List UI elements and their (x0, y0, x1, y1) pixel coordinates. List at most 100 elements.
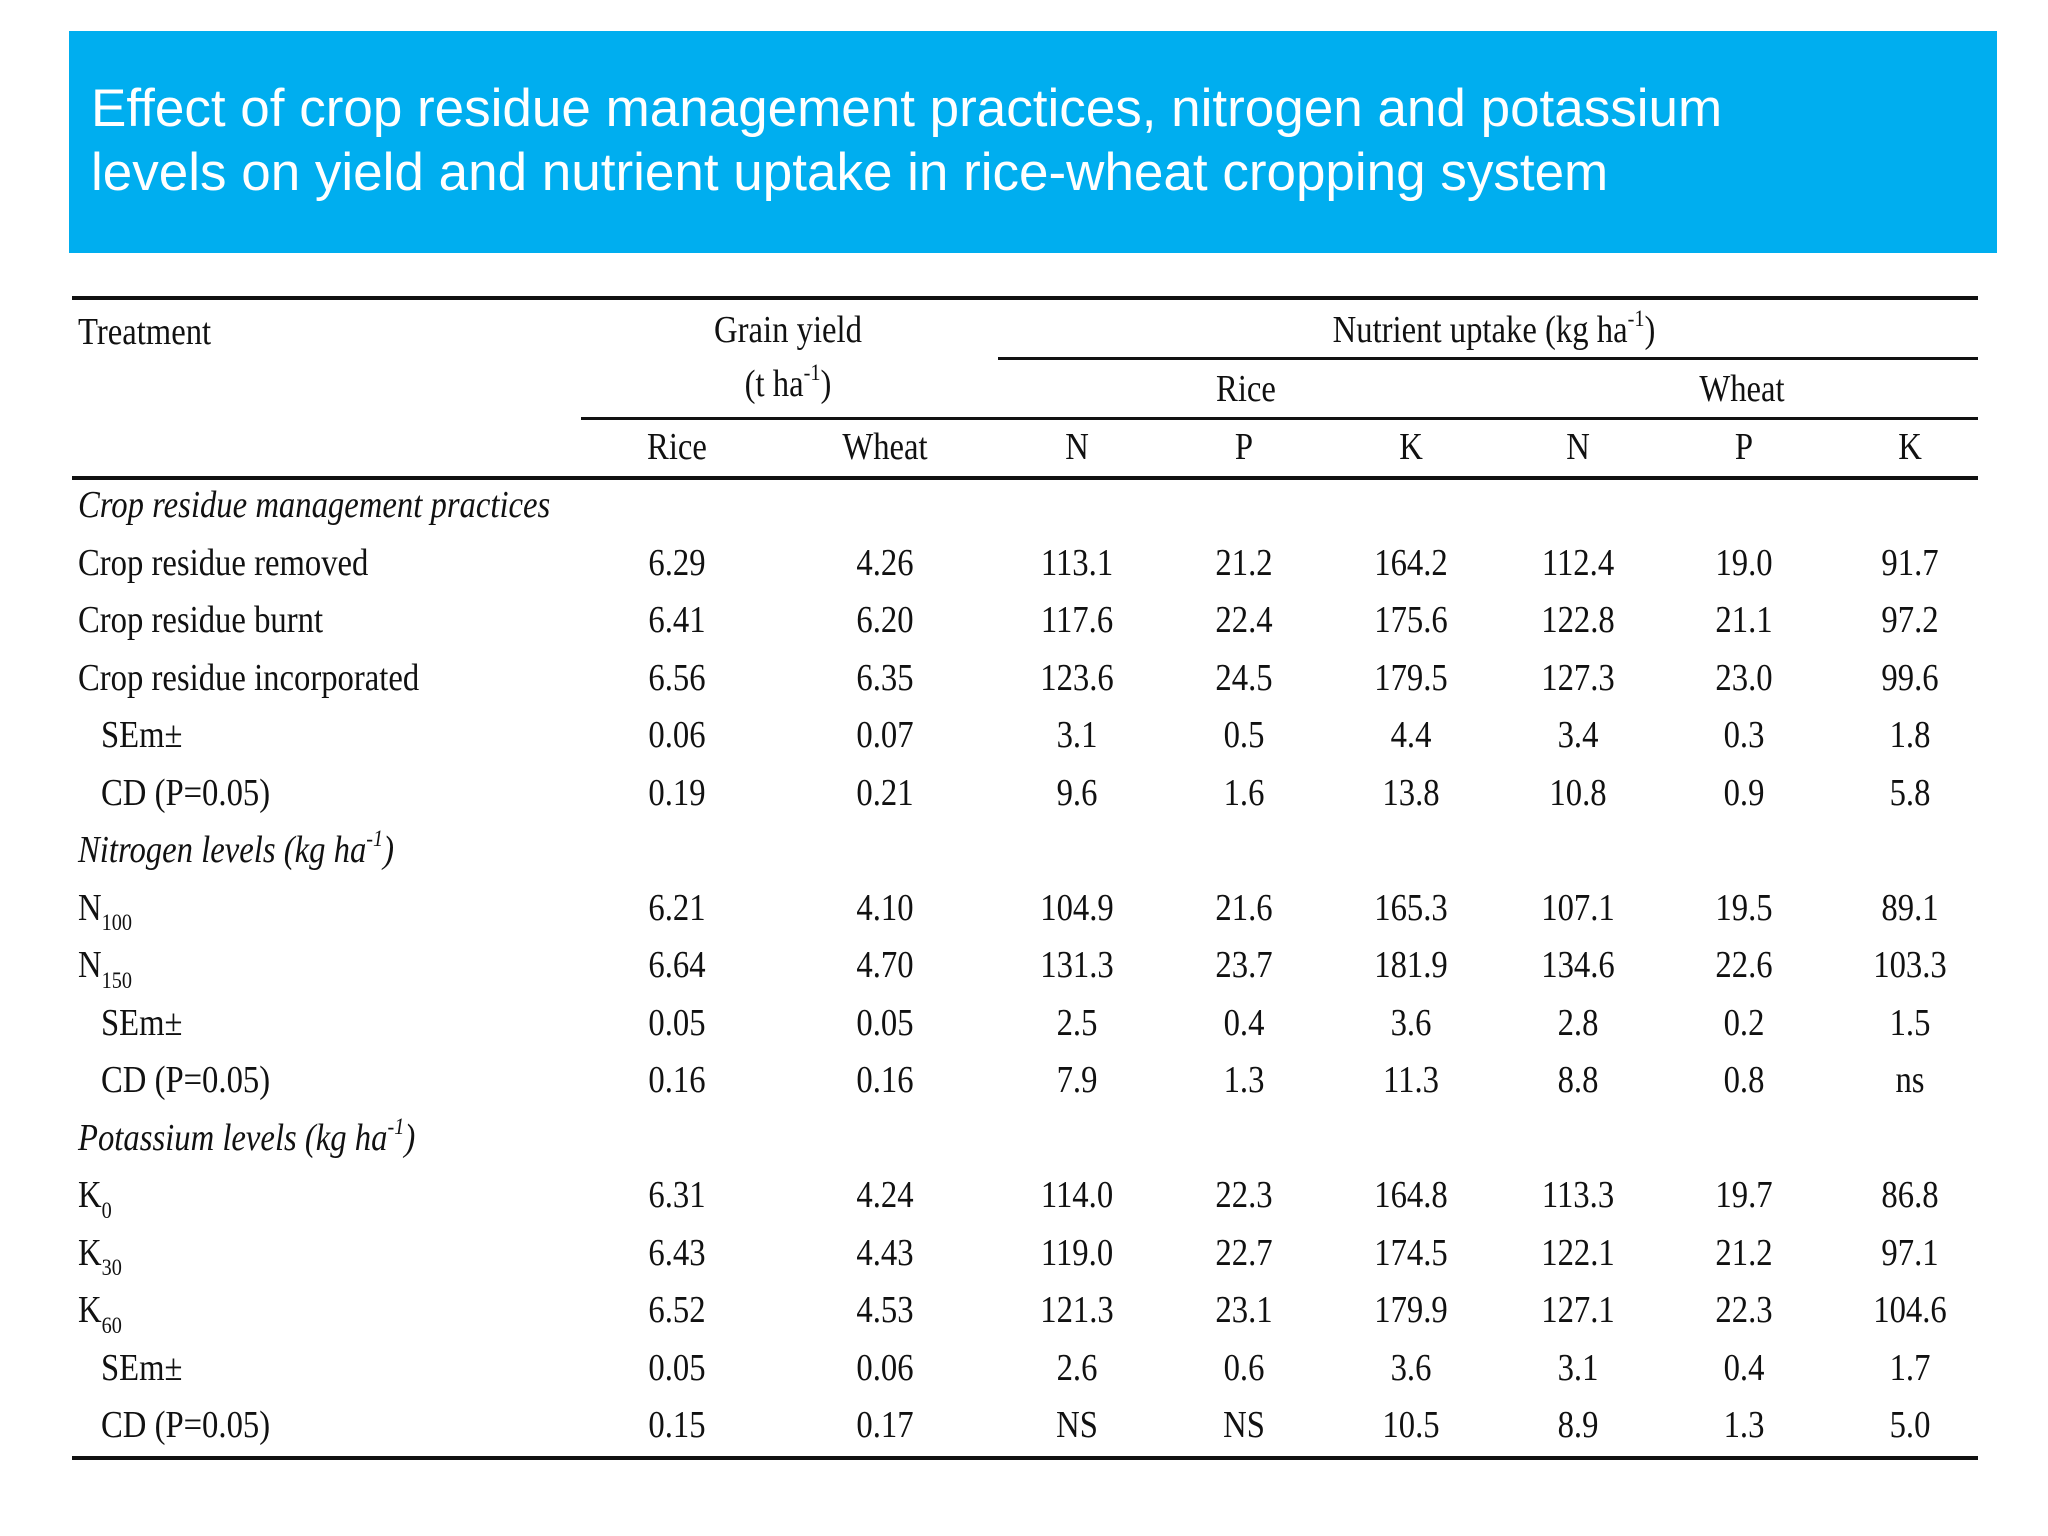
cell-wheat-k: 91.7 (1881, 541, 1939, 584)
cell-rice-p: 21.2 (1215, 541, 1273, 584)
cell-wheat-p: 21.1 (1715, 599, 1773, 641)
cell-wheat-n: 112.4 (1541, 541, 1615, 584)
cell-rice-n: 123.6 (1040, 656, 1114, 699)
cell-wheat-n: 127.1 (1541, 1289, 1615, 1331)
row-label: SEm± (101, 1346, 183, 1389)
cell-rice-k: 174.5 (1374, 1231, 1448, 1274)
cell-wheat-p: 0.2 (1723, 1001, 1765, 1044)
cell-rice-yield: 6.31 (648, 1174, 706, 1216)
cell-wheat-n: 8.9 (1557, 1404, 1599, 1446)
cell-wheat-yield: 4.24 (856, 1174, 914, 1216)
cell-rice-n: NS (1056, 1404, 1098, 1446)
cell-rice-p: 22.3 (1215, 1174, 1273, 1216)
cell-wheat-k: 97.1 (1881, 1231, 1939, 1274)
cell-wheat-k: 97.2 (1881, 599, 1939, 641)
nutrient-uptake-rule (998, 357, 1978, 360)
cell-wheat-p: 0.8 (1723, 1059, 1765, 1101)
cell-rice-yield: 0.06 (648, 714, 706, 756)
cell-wheat-p: 1.3 (1723, 1404, 1765, 1446)
row-label: Crop residue burnt (78, 599, 324, 641)
cell-rice-n: 121.3 (1040, 1289, 1114, 1331)
cell-wheat-p: 19.7 (1715, 1174, 1773, 1216)
cell-rice-k: 10.5 (1382, 1404, 1440, 1446)
cell-wheat-p: 0.4 (1723, 1346, 1765, 1389)
cell-wheat-n: 10.8 (1549, 771, 1607, 814)
cell-wheat-k: 1.8 (1889, 714, 1931, 756)
cell-rice-yield: 0.05 (648, 1346, 706, 1389)
header-bottom-rule (72, 476, 1978, 480)
cell-rice-k: 4.4 (1390, 714, 1432, 756)
cell-rice-p: 22.4 (1215, 599, 1273, 641)
cell-wheat-yield: 0.07 (856, 714, 914, 756)
cell-rice-p: 0.6 (1223, 1346, 1265, 1389)
row-label: Crop residue removed (78, 541, 369, 584)
cell-rice-yield: 0.15 (648, 1404, 706, 1446)
col-header-wheat-yield: Wheat (842, 426, 928, 468)
row-label: K60 (78, 1289, 122, 1339)
section-title: Nitrogen levels (kg ha-1) (78, 826, 395, 871)
cell-rice-k: 164.8 (1374, 1174, 1448, 1216)
column-header-rule (581, 417, 1978, 420)
cell-rice-n: 104.9 (1040, 886, 1114, 929)
col-header-wheat-n: N (1566, 426, 1590, 468)
cell-rice-k: 11.3 (1383, 1059, 1439, 1101)
slide-title-line-1: Effect of crop residue management practi… (91, 79, 1723, 138)
cell-rice-p: 0.5 (1223, 714, 1265, 756)
cell-wheat-k: 89.1 (1881, 886, 1939, 929)
cell-wheat-n: 107.1 (1541, 886, 1615, 929)
cell-wheat-p: 22.6 (1715, 944, 1773, 986)
cell-wheat-yield: 4.43 (856, 1231, 914, 1274)
row-label: SEm± (101, 1001, 183, 1044)
cell-rice-yield: 6.56 (648, 656, 706, 699)
cell-rice-k: 13.8 (1382, 771, 1440, 814)
cell-wheat-yield: 0.06 (856, 1346, 914, 1389)
row-label: K30 (78, 1231, 122, 1282)
cell-wheat-p: 19.5 (1715, 886, 1773, 929)
header-grain-yield: Grain yield (714, 309, 862, 351)
cell-rice-p: 1.6 (1223, 771, 1265, 814)
col-header-rice-k: K (1399, 426, 1423, 468)
cell-rice-p: 1.3 (1223, 1059, 1265, 1101)
cell-wheat-yield: 6.20 (856, 599, 914, 641)
cell-rice-k: 3.6 (1390, 1001, 1432, 1044)
col-header-rice-n: N (1065, 426, 1089, 468)
row-label: CD (P=0.05) (101, 771, 271, 814)
cell-rice-n: 3.1 (1056, 714, 1098, 756)
section-title: Potassium levels (kg ha-1) (78, 1113, 416, 1159)
row-label: K0 (78, 1174, 112, 1224)
cell-rice-yield: 6.52 (648, 1289, 706, 1331)
cell-rice-yield: 0.16 (648, 1059, 706, 1101)
cell-rice-p: 23.7 (1215, 944, 1273, 986)
results-table: Treatment Grain yield (t ha-1) Nutrient … (72, 296, 1978, 1466)
cell-wheat-n: 127.3 (1541, 656, 1615, 699)
cell-rice-n: 2.6 (1056, 1346, 1098, 1389)
col-header-wheat-p: P (1734, 426, 1754, 468)
cell-wheat-n: 3.1 (1557, 1346, 1599, 1389)
cell-rice-yield: 6.41 (648, 599, 706, 641)
cell-rice-p: 0.4 (1223, 1001, 1265, 1044)
cell-wheat-k: 103.3 (1873, 944, 1947, 986)
cell-wheat-k: 1.5 (1889, 1001, 1931, 1044)
row-label: Crop residue incorporated (78, 656, 420, 699)
cell-wheat-yield: 0.21 (856, 771, 914, 814)
cell-wheat-yield: 0.17 (856, 1404, 914, 1446)
cell-wheat-p: 22.3 (1715, 1289, 1773, 1331)
row-label: CD (P=0.05) (101, 1059, 271, 1101)
cell-rice-yield: 6.64 (648, 944, 706, 986)
cell-wheat-n: 122.1 (1541, 1231, 1615, 1274)
cell-wheat-n: 2.8 (1557, 1001, 1599, 1044)
cell-rice-k: 175.6 (1374, 599, 1448, 641)
top-rule (72, 296, 1978, 300)
cell-rice-n: 119.0 (1040, 1231, 1114, 1274)
cell-wheat-p: 0.3 (1723, 714, 1765, 756)
cell-rice-n: 2.5 (1056, 1001, 1098, 1044)
cell-rice-n: 114.0 (1040, 1174, 1114, 1216)
cell-wheat-k: 104.6 (1873, 1289, 1947, 1331)
cell-wheat-p: 0.9 (1723, 771, 1765, 814)
title-banner: Effect of crop residue management practi… (69, 31, 1997, 253)
cell-wheat-k: 1.7 (1889, 1346, 1931, 1389)
cell-rice-yield: 0.05 (648, 1001, 706, 1044)
bottom-rule (72, 1456, 1978, 1460)
cell-rice-p: 23.1 (1215, 1289, 1273, 1331)
cell-wheat-p: 19.0 (1715, 541, 1773, 584)
